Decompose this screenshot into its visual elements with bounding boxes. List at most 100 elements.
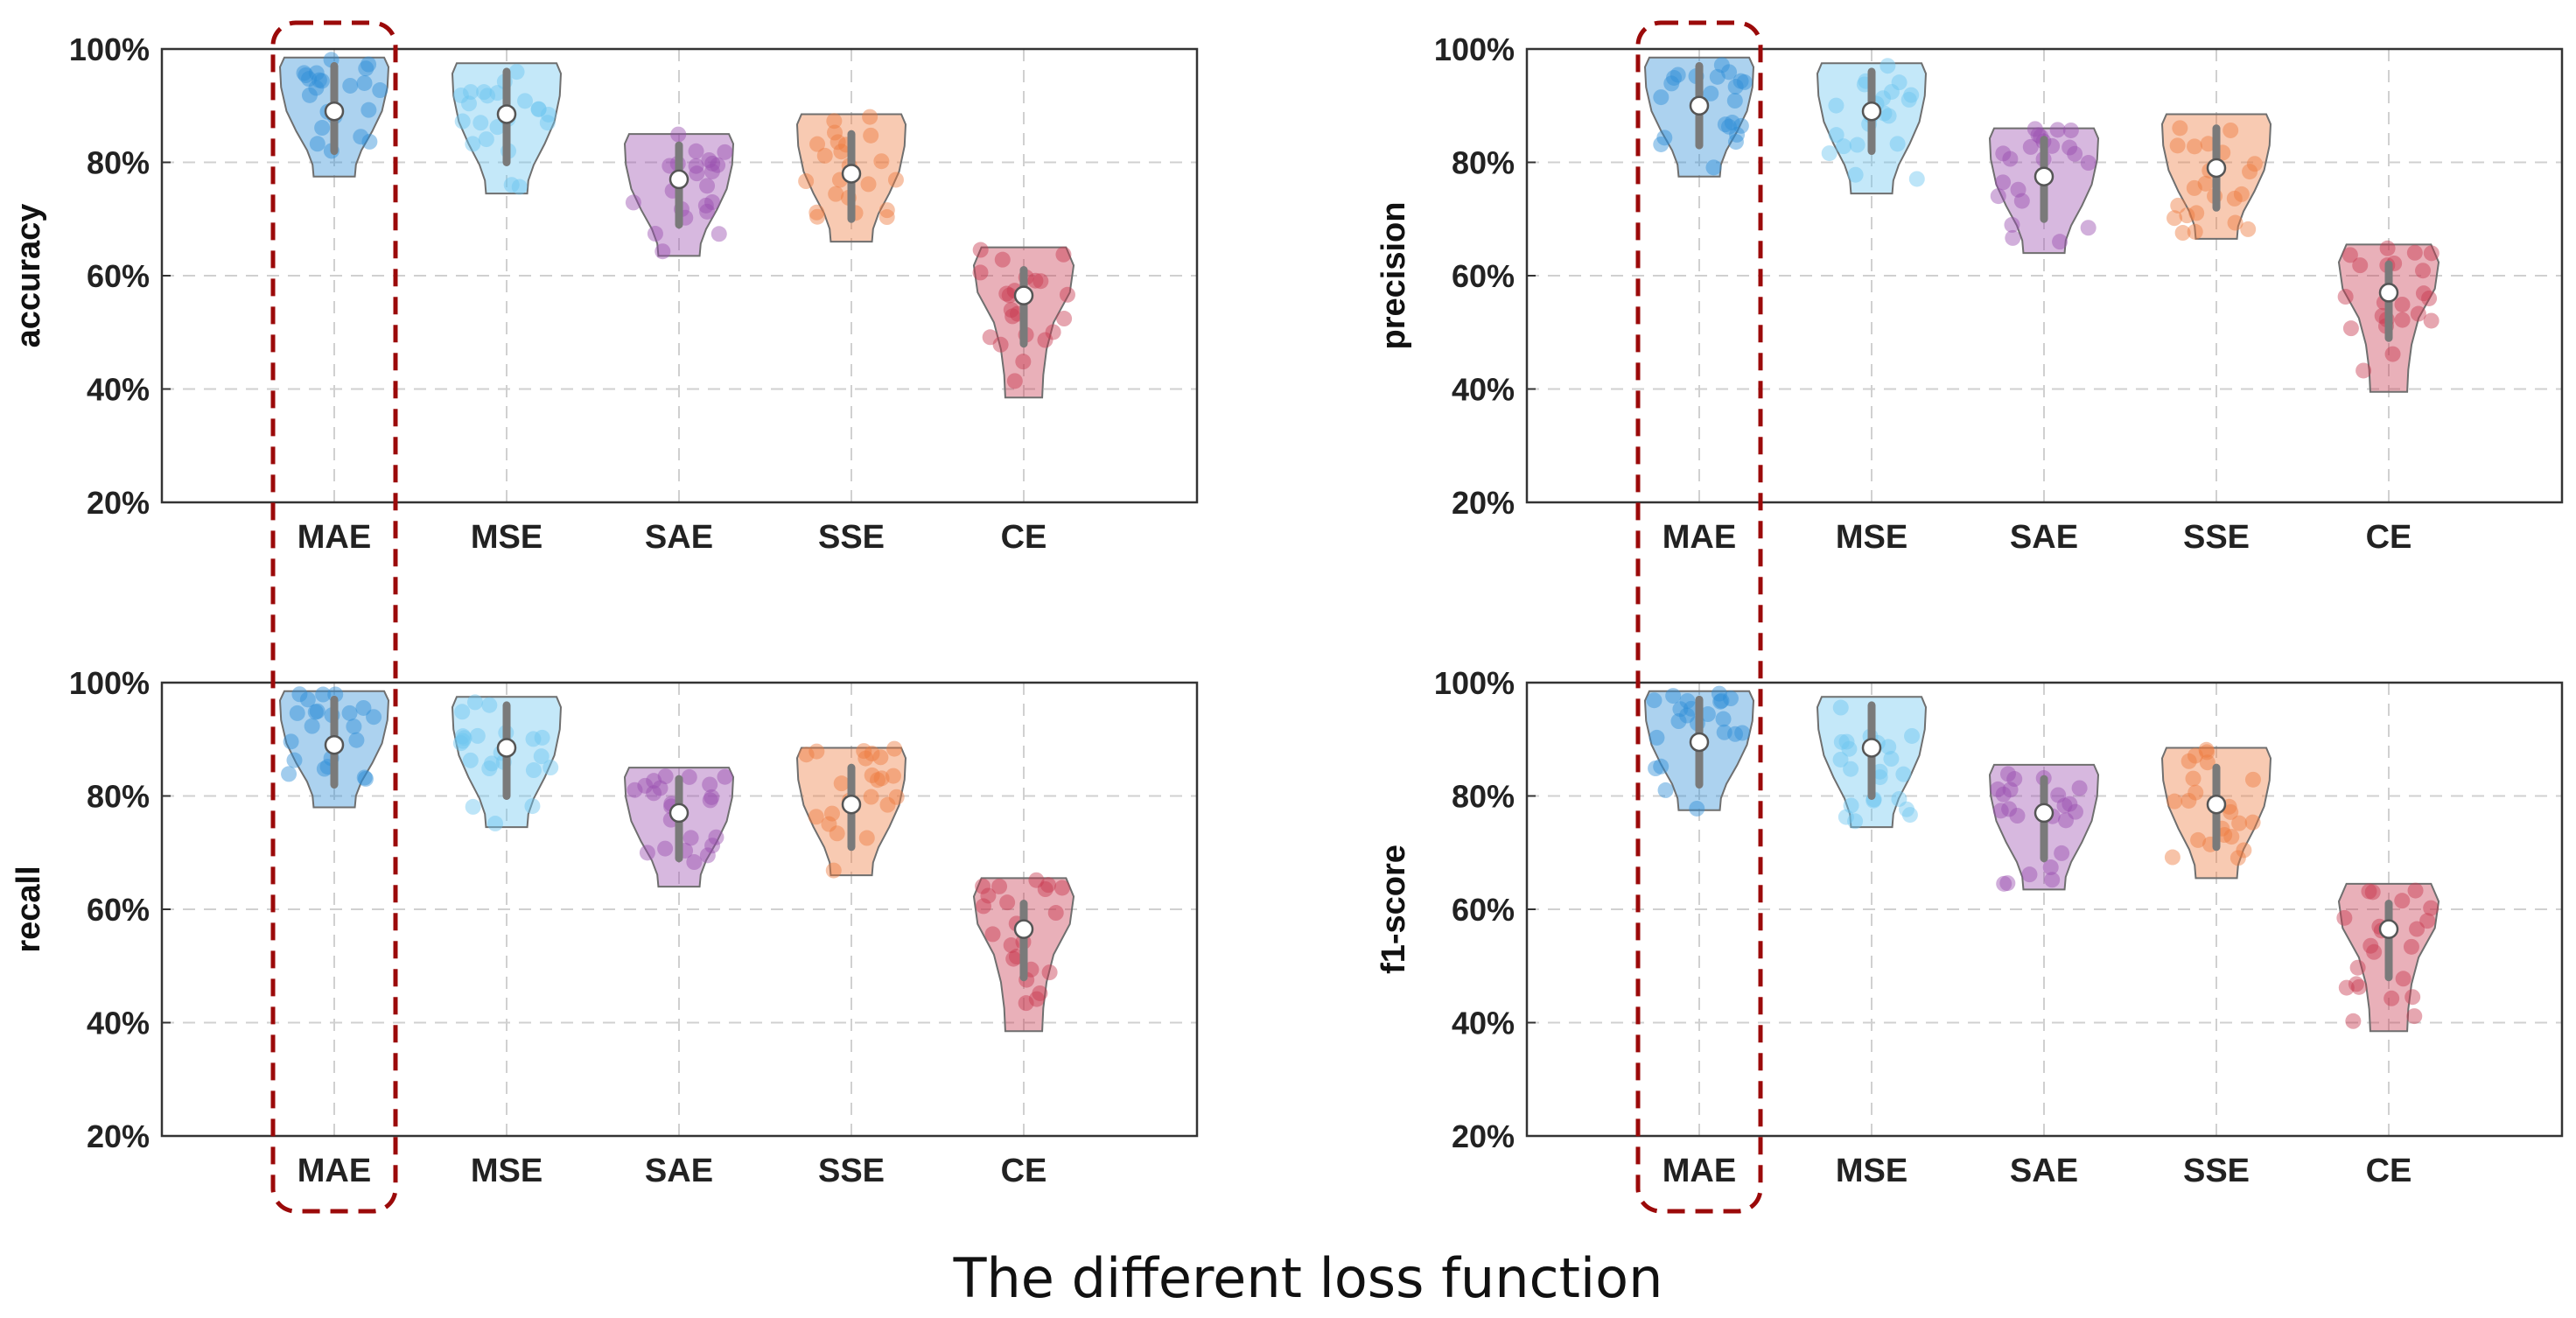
median-marker-SSE	[841, 794, 862, 815]
median-marker-MAE	[1689, 732, 1710, 753]
data-point-SSE	[2187, 223, 2203, 240]
data-point-MAE	[298, 67, 314, 83]
data-point-MSE	[454, 704, 471, 720]
data-point-MAE	[1726, 93, 1743, 109]
data-point-SSE	[872, 749, 889, 766]
data-point-SSE	[2179, 207, 2195, 224]
data-point-SSE	[856, 743, 872, 760]
data-point-CE	[2361, 883, 2377, 900]
data-point-SSE	[821, 816, 837, 832]
x-tick-label: CE	[1001, 1153, 1047, 1189]
x-tick-label: SAE	[645, 519, 713, 556]
data-point-MAE	[286, 752, 303, 768]
data-point-CE	[1003, 302, 1019, 319]
data-point-MAE	[1663, 75, 1680, 92]
data-point-MAE	[1732, 117, 1749, 134]
data-point-CE	[1056, 311, 1073, 327]
data-point-CE	[994, 251, 1011, 268]
median-marker-SAE	[668, 803, 690, 824]
median-marker-SAE	[668, 169, 690, 190]
panels: MAE MSE SAE SSE CE20%40%60%80%100%accuracyMA…	[10, 32, 2564, 1189]
chart-panel-precision: MAE MSE SAE SSE CE 20% 40% 60% 80% 100% precision	[1376, 32, 2564, 556]
data-point-MAE	[1711, 685, 1727, 702]
data-point-MSE	[487, 816, 504, 832]
data-point-MSE	[1900, 91, 1917, 108]
data-point-CE	[1032, 273, 1049, 290]
data-point-SAE	[2005, 229, 2021, 246]
y-tick-label: 80%	[87, 145, 150, 181]
data-point-CE	[972, 242, 989, 258]
data-point-MSE	[1832, 751, 1849, 768]
data-point-MSE	[1838, 809, 1854, 825]
data-point-SAE	[1990, 188, 2006, 205]
data-point-SAE	[710, 157, 726, 173]
x-tick-label: MAE	[298, 1153, 371, 1189]
data-point-SAE	[2067, 145, 2083, 162]
data-point-SSE	[2222, 122, 2239, 138]
data-point-SSE	[2199, 744, 2216, 761]
data-point-MSE	[1828, 97, 1844, 114]
data-point-CE	[2342, 247, 2358, 263]
data-point-SSE	[823, 805, 840, 822]
data-point-MSE	[1847, 166, 1864, 183]
data-point-SAE	[662, 158, 678, 174]
data-point-SSE	[887, 172, 904, 188]
data-point-MSE	[533, 748, 550, 765]
data-point-MAE	[1736, 74, 1753, 90]
data-point-SSE	[873, 153, 890, 170]
data-point-SSE	[809, 208, 826, 225]
data-point-CE	[2404, 989, 2421, 1006]
data-point-MSE	[1843, 797, 1859, 814]
data-point-MSE	[483, 755, 500, 772]
data-point-MSE	[1832, 699, 1849, 716]
data-point-SAE	[704, 155, 721, 172]
data-point-SSE	[2190, 831, 2207, 848]
data-point-CE	[2349, 959, 2366, 976]
data-point-MSE	[1875, 90, 1892, 107]
median-marker-MAE	[324, 101, 345, 122]
data-point-SAE	[2050, 787, 2067, 803]
data-point-SSE	[2188, 205, 2205, 221]
data-point-MSE	[525, 762, 542, 779]
data-point-SSE	[2242, 164, 2258, 180]
data-point-SSE	[2185, 770, 2202, 787]
data-point-SSE	[863, 127, 879, 144]
data-point-SAE	[2080, 220, 2096, 236]
data-point-CE	[1041, 964, 1058, 981]
data-point-SSE	[798, 747, 815, 763]
data-point-CE	[1059, 286, 1075, 303]
data-point-SSE	[885, 768, 901, 784]
data-point-SAE	[2021, 866, 2038, 883]
data-point-SSE	[816, 147, 833, 164]
y-tick-label: 100%	[1434, 665, 1515, 701]
y-tick-label: 40%	[87, 1006, 150, 1041]
data-point-SSE	[864, 767, 880, 783]
x-tick-label: SSE	[818, 1153, 885, 1189]
data-point-SAE	[688, 158, 704, 174]
data-point-MAE	[342, 77, 359, 94]
data-point-CE	[1045, 324, 1061, 340]
x-tick-label: CE	[1001, 519, 1047, 556]
data-point-SSE	[2244, 814, 2261, 831]
data-point-SSE	[2216, 827, 2233, 844]
data-point-MAE	[1679, 692, 1696, 709]
y-axis-label: f1-score	[1376, 845, 1412, 974]
data-point-CE	[2362, 937, 2379, 954]
data-point-SAE	[699, 178, 716, 194]
data-point-SAE	[2062, 796, 2078, 812]
data-point-CE	[2410, 305, 2426, 322]
median-marker-MSE	[496, 104, 517, 124]
data-point-MSE	[1883, 83, 1900, 100]
x-tick-label: MSE	[471, 519, 542, 556]
data-point-MAE	[1648, 729, 1665, 746]
data-point-SAE	[2071, 780, 2088, 796]
y-tick-label: 20%	[87, 1118, 150, 1154]
data-point-SSE	[2244, 771, 2261, 788]
data-point-MSE	[1872, 763, 1888, 780]
data-point-MSE	[461, 95, 478, 112]
data-point-MAE	[289, 705, 305, 721]
data-point-SAE	[657, 840, 674, 857]
data-point-MSE	[1836, 138, 1852, 155]
data-point-MAE	[1703, 85, 1719, 102]
